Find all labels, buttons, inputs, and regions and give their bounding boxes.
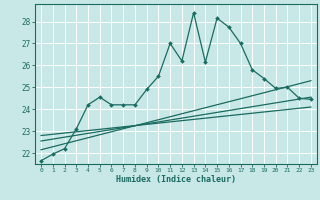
X-axis label: Humidex (Indice chaleur): Humidex (Indice chaleur) <box>116 175 236 184</box>
